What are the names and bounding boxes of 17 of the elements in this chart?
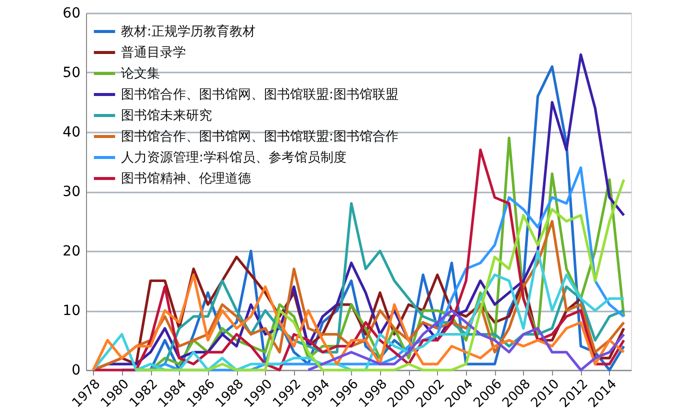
legend-label: 图书馆精神、伦理道德 xyxy=(121,172,251,186)
y-tick-label: 20 xyxy=(62,244,80,260)
legend-label: 图书馆未来研究 xyxy=(121,108,212,124)
y-tick-label: 50 xyxy=(62,65,80,81)
y-tick-label: 0 xyxy=(72,362,80,378)
line-series xyxy=(92,274,626,372)
legend-label: 人力资源管理:学科馆员、参考馆员制度 xyxy=(121,150,346,166)
legend-label: 教材:正规学历教育教材 xyxy=(121,24,256,40)
legend-label: 普通目录学 xyxy=(121,44,186,60)
legend-label: 图书馆合作、图书馆网、图书馆联盟:图书馆合作 xyxy=(121,130,398,144)
legend-label: 论文集 xyxy=(121,66,160,82)
y-tick-label: 60 xyxy=(62,6,80,22)
y-tick-label: 10 xyxy=(62,303,80,319)
y-tick-label: 40 xyxy=(62,124,80,140)
y-tick-label: 30 xyxy=(62,184,80,200)
legend-label: 图书馆合作、图书馆网、图书馆联盟:图书馆联盟 xyxy=(121,88,398,102)
line-series xyxy=(307,309,626,372)
